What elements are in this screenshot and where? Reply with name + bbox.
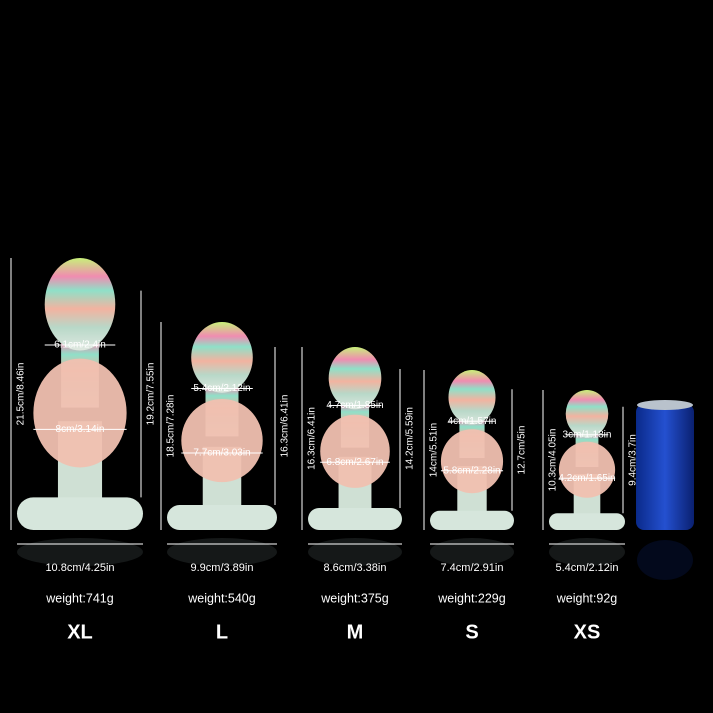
size-label: XL <box>67 621 93 643</box>
bulb-width-label: 6.8cm/2.67in <box>326 457 383 468</box>
base <box>430 510 514 530</box>
size-item: 10.3cm/4.05in 9.4cm/3.7in 3cm/1.18in 4.2cm/… <box>542 390 639 643</box>
base-width-label: 7.4cm/2.91in <box>441 562 504 574</box>
bulb <box>181 398 263 483</box>
head <box>565 390 609 438</box>
size-label: S <box>465 621 478 643</box>
size-item: 21.5cm/8.46in 19.2cm/7.55in 6.1cm/2.4in 8cm… <box>10 258 157 643</box>
bulb <box>320 414 390 488</box>
bulb-width-label: 5.8cm/2.28in <box>443 465 500 476</box>
base <box>308 508 402 530</box>
head-width-label: 5.4cm/2.12in <box>193 383 250 394</box>
bulb <box>33 358 127 468</box>
shadow <box>17 538 143 566</box>
shadow <box>549 538 625 566</box>
base-width-label: 8.6cm/3.38in <box>324 562 387 574</box>
size-label: L <box>216 621 228 643</box>
shadow <box>430 538 514 566</box>
shadow <box>308 538 402 566</box>
size-items: 21.5cm/8.46in 19.2cm/7.55in 6.1cm/2.4in 8cm… <box>10 258 639 643</box>
head-width-label: 6.1cm/2.4in <box>54 340 106 351</box>
head-width-label: 3cm/1.18in <box>563 429 612 440</box>
base-width-label: 9.9cm/3.89in <box>191 562 254 574</box>
bulb <box>440 429 504 494</box>
insertable-label: 12.7cm/5in <box>517 426 528 475</box>
bulb <box>558 441 616 498</box>
head-width-label: 4.7cm/1.85in <box>326 400 383 411</box>
head <box>191 322 253 393</box>
size-item: 16.3cm/6.41in 14.2cm/5.59in 4.7cm/1.85in 6.… <box>301 347 416 643</box>
insertable-label: 14.2cm/5.59in <box>405 407 416 470</box>
size-label: XS <box>574 621 601 643</box>
length-label: 10.3cm/4.05in <box>548 429 559 492</box>
length-label: 14cm/5.51in <box>429 423 440 477</box>
weight-label: weight:741g <box>45 591 113 605</box>
base <box>17 497 143 530</box>
weight-label: weight:92g <box>556 591 618 605</box>
weight-label: weight:540g <box>187 591 255 605</box>
size-item: 14cm/5.51in 12.7cm/5in 4cm/1.57in 5.8cm/2.2… <box>423 370 528 643</box>
head-width-label: 4cm/1.57in <box>448 416 497 427</box>
weight-label: weight:375g <box>320 591 388 605</box>
insertable-label: 9.4cm/3.7in <box>628 434 639 486</box>
weight-label: weight:229g <box>437 591 505 605</box>
bulb-width-label: 4.2cm/1.65in <box>558 473 615 484</box>
base-width-label: 5.4cm/2.12in <box>556 562 619 574</box>
base <box>167 505 277 530</box>
insertable-label: 19.2cm/7.55in <box>146 363 157 426</box>
base-width-label: 10.8cm/4.25in <box>45 562 114 574</box>
insertable-label: 16.3cm/6.41in <box>280 395 291 458</box>
length-label: 21.5cm/8.46in <box>16 363 27 426</box>
head <box>328 347 382 410</box>
bulb-width-label: 7.7cm/3.03in <box>193 448 250 459</box>
length-label: 18.5cm/7.28in <box>166 395 177 458</box>
base <box>549 513 625 530</box>
length-label: 16.3cm/6.41in <box>307 407 318 470</box>
size-item: 18.5cm/7.28in 16.3cm/6.41in 5.4cm/2.12in 7.… <box>160 322 291 643</box>
head <box>44 258 116 351</box>
size-label: M <box>347 621 364 643</box>
bulb-width-label: 8cm/3.14in <box>56 424 105 435</box>
reference-can <box>636 400 694 580</box>
shadow <box>167 538 277 566</box>
head <box>448 370 496 425</box>
